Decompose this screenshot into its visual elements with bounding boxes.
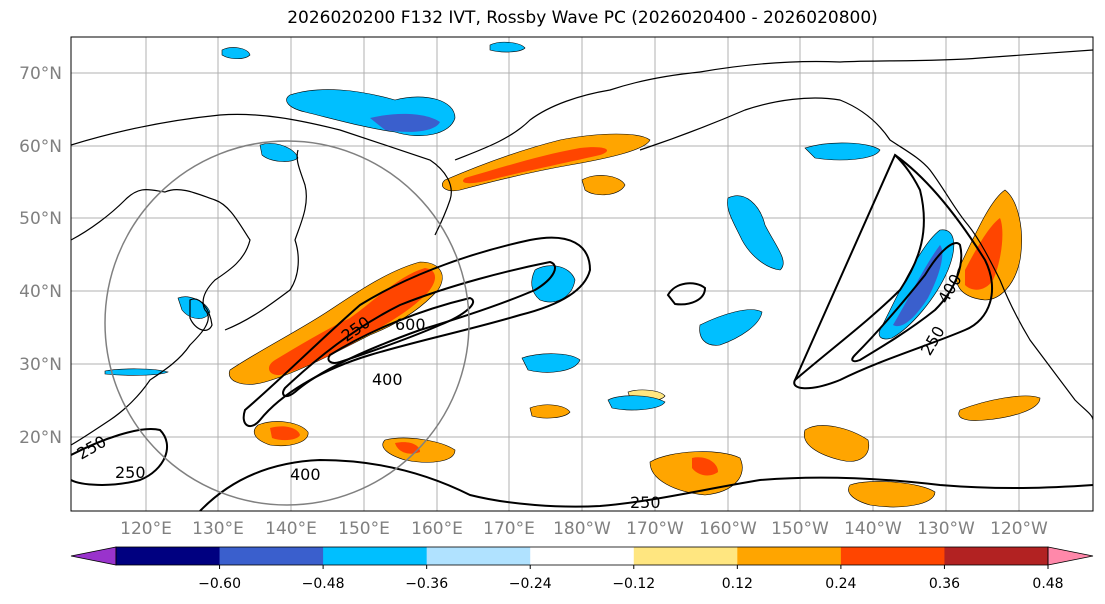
longitude-label: 120°W (990, 519, 1048, 539)
colorbar-tick-label: 0.12 (722, 576, 753, 592)
contour-label: 250 (115, 463, 146, 482)
colorbar-segment (840, 547, 945, 565)
colorbar-tick-label: 0.24 (825, 576, 856, 592)
longitude-label: 140°W (844, 519, 902, 539)
longitude-label: 150°W (771, 519, 829, 539)
colorbar-tick-label: −0.12 (612, 576, 655, 592)
colorbar-segment (219, 547, 324, 565)
positive-anomaly-core (462, 147, 608, 184)
positive-anomaly-region (529, 404, 571, 419)
positive-anomaly-core (692, 457, 718, 476)
negative-anomaly-region (221, 47, 251, 60)
negative-anomaly-region (521, 353, 581, 373)
longitude-label: 160°W (699, 519, 757, 539)
colorbar-segment (737, 547, 842, 565)
colorbar-extend-high (1047, 546, 1094, 566)
longitude-label: 140°E (265, 519, 317, 539)
negative-anomaly-region (727, 195, 784, 271)
negative-anomaly-region (804, 142, 881, 161)
positive-anomaly-region (848, 481, 936, 508)
contour-label: 600 (395, 315, 426, 334)
colorbar-segment (426, 547, 531, 565)
negative-anomaly-core (370, 113, 440, 132)
latitude-label: 30°N (19, 355, 62, 375)
map-title: 2026020200 F132 IVT, Rossby Wave PC (202… (287, 8, 878, 28)
positive-anomaly-region (803, 425, 870, 462)
anomaly-shading (104, 41, 1041, 508)
contour-label: 400 (372, 370, 403, 389)
positive-anomaly-core (268, 268, 436, 376)
longitude-label: 130°E (192, 519, 244, 539)
ivt-contours (71, 153, 1093, 511)
negative-anomaly-region (699, 309, 763, 346)
longitude-label: 150°E (338, 519, 390, 539)
longitude-label: 160°E (411, 519, 463, 539)
positive-anomaly-core (395, 442, 420, 454)
colorbar-ticks: −0.60 −0.48 −0.36 −0.24 −0.12 0.12 0.24 0.36 0.4… (198, 565, 1064, 592)
colorbar-tick-label: 0.48 (1032, 576, 1063, 592)
longitude-label: 170°W (626, 519, 684, 539)
region-circle (104, 140, 470, 506)
latitude-labels: 70°N 60°N 50°N 40°N 30°N 20°N (19, 64, 62, 448)
colorbar-segment (944, 547, 1049, 565)
latitude-label: 60°N (19, 137, 62, 157)
longitude-labels: 120°E 130°E 140°E 150°E 160°E 170°E 180°W 170°W… (120, 519, 1048, 539)
latitude-label: 20°N (19, 428, 62, 448)
colorbar-tick-label: −0.36 (405, 576, 448, 592)
latitude-label: 40°N (19, 282, 62, 302)
contour-label: 400 (290, 465, 321, 484)
positive-anomaly-region (581, 175, 626, 196)
colorbar-tick-label: −0.60 (198, 576, 241, 592)
colorbar-segment (633, 547, 738, 565)
colorbar-tick-label: −0.48 (302, 576, 345, 592)
colorbar-tick-label: −0.24 (509, 576, 552, 592)
longitude-label: 130°W (917, 519, 975, 539)
colorbar-extend-low (70, 546, 117, 566)
colorbar-tick-label: 0.36 (929, 576, 960, 592)
colorbar-segment (116, 547, 221, 565)
longitude-label: 180°W (553, 519, 611, 539)
longitude-label: 170°E (483, 519, 535, 539)
longitude-label: 120°E (120, 519, 172, 539)
negative-anomaly-region (489, 41, 526, 53)
positive-anomaly-core (270, 426, 300, 441)
latitude-label: 50°N (19, 209, 62, 229)
colorbar (70, 546, 1094, 566)
coastlines (71, 49, 1093, 446)
negative-anomaly-region (607, 395, 666, 411)
negative-anomaly-region (259, 143, 299, 162)
latitude-label: 70°N (19, 64, 62, 84)
positive-anomaly-core (965, 218, 1003, 290)
positive-anomaly-region (649, 451, 743, 496)
negative-anomaly-region (104, 368, 169, 376)
colorbar-segment (323, 547, 428, 565)
positive-anomaly-region (958, 395, 1041, 421)
colorbar-segment (530, 547, 635, 565)
colorbar-frame (115, 546, 1049, 566)
negative-anomaly-region (177, 296, 211, 319)
map-frame (70, 36, 1094, 512)
contour-label: 250 (630, 493, 661, 512)
